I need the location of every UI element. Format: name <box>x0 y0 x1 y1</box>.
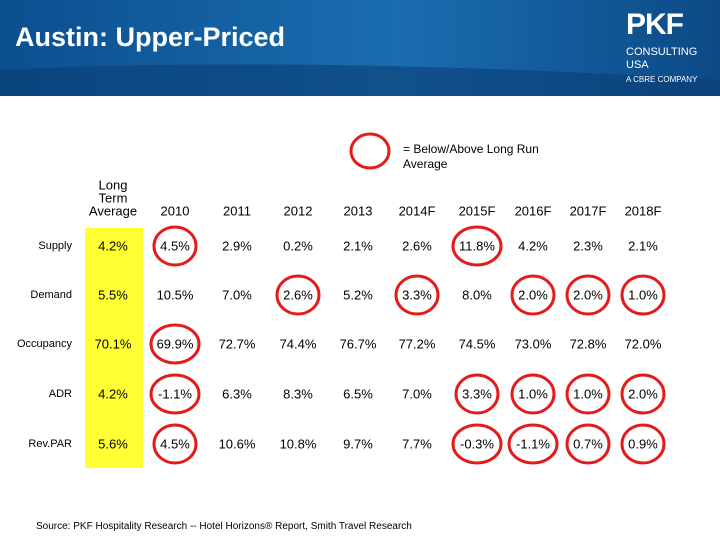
cell-value: 74.5% <box>458 336 496 352</box>
cell-value: 2.0% <box>628 386 658 402</box>
row-label: Occupancy <box>16 338 72 350</box>
cell-value: 72.8% <box>569 336 607 352</box>
row-label: Demand <box>30 289 72 301</box>
cell-value: -1.1% <box>516 436 550 452</box>
cell-value: 5.2% <box>343 287 373 303</box>
cell-value: 76.7% <box>339 336 377 352</box>
highlight-circle <box>394 274 440 316</box>
column-header: 2016F <box>514 203 552 219</box>
logo-line: A CBRE COMPANY <box>626 75 698 84</box>
highlight-circle <box>620 274 666 316</box>
cell-value: 3.3% <box>402 287 432 303</box>
cell-value: 4.2% <box>518 238 548 254</box>
cell-value: 4.5% <box>160 436 190 452</box>
highlight-circle <box>565 274 611 316</box>
cell-value: 6.3% <box>222 386 252 402</box>
cell-value: 7.7% <box>402 436 432 452</box>
row-label: Supply <box>38 240 72 252</box>
cell-value: 72.7% <box>218 336 256 352</box>
highlight-circle <box>149 323 201 365</box>
cell-value: 8.3% <box>283 386 313 402</box>
column-header: 2018F <box>624 203 662 219</box>
highlight-circle <box>451 225 503 267</box>
cell-value: 2.6% <box>283 287 313 303</box>
column-header: 2010 <box>160 203 190 219</box>
header-swoosh <box>0 64 720 96</box>
column-header: 2014F <box>398 203 436 219</box>
highlight-circle <box>510 274 556 316</box>
cell-value: 4.2% <box>98 386 128 402</box>
column-header: 2012 <box>283 203 313 219</box>
row-label: Rev.PAR <box>28 438 72 450</box>
cell-value: 2.6% <box>402 238 432 254</box>
logo-line: CONSULTING <box>626 46 698 58</box>
cell-value: 1.0% <box>628 287 658 303</box>
source: Source: PKF Hospitality Research -- Hote… <box>36 521 412 532</box>
highlight-circle <box>620 423 666 465</box>
cell-value: 3.3% <box>462 386 492 402</box>
highlight-circle <box>565 423 611 465</box>
highlight-circle <box>454 373 500 415</box>
cell-value: 4.5% <box>160 238 190 254</box>
cell-value: 2.1% <box>343 238 373 254</box>
column-header: 2013 <box>343 203 373 219</box>
cell-value: 5.6% <box>98 436 128 452</box>
highlight-circle <box>152 225 198 267</box>
cell-value: 73.0% <box>514 336 552 352</box>
column-header: 2015F <box>458 203 496 219</box>
column-header: 2017F <box>569 203 607 219</box>
cell-value: 74.4% <box>279 336 317 352</box>
logo-brand: PKF <box>626 8 684 41</box>
cell-value: -0.3% <box>460 436 494 452</box>
cell-value: 8.0% <box>462 287 492 303</box>
cell-value: 2.0% <box>573 287 603 303</box>
cell-value: 2.3% <box>573 238 603 254</box>
column-header: Long Term Average <box>88 177 138 219</box>
legend-circle <box>349 132 391 170</box>
highlight-circle <box>510 373 556 415</box>
row-label: ADR <box>48 388 72 400</box>
long-term-highlight <box>85 228 143 468</box>
cell-value: 9.7% <box>343 436 373 452</box>
column-header: 2011 <box>223 203 251 219</box>
cell-value: 0.9% <box>628 436 658 452</box>
cell-value: 10.5% <box>156 287 194 303</box>
cell-value: 7.0% <box>222 287 252 303</box>
cell-value: -1.1% <box>158 386 192 402</box>
cell-value: 1.0% <box>518 386 548 402</box>
highlight-circle <box>451 423 503 465</box>
cell-value: 5.5% <box>98 287 128 303</box>
cell-value: 1.0% <box>573 386 603 402</box>
cell-value: 2.1% <box>628 238 658 254</box>
legend-text: = Below/Above Long Run Average <box>403 142 539 171</box>
cell-value: 7.0% <box>402 386 432 402</box>
cell-value: 2.9% <box>222 238 252 254</box>
highlight-circle <box>507 423 559 465</box>
highlight-circle <box>149 373 201 415</box>
highlight-circle <box>565 373 611 415</box>
title: Austin: Upper-Priced <box>15 22 286 52</box>
cell-value: 10.8% <box>279 436 317 452</box>
cell-value: 2.0% <box>518 287 548 303</box>
cell-value: 70.1% <box>94 336 132 352</box>
logo-line: USA <box>626 59 649 71</box>
highlight-circle <box>275 274 321 316</box>
cell-value: 4.2% <box>98 238 128 254</box>
cell-value: 69.9% <box>156 336 194 352</box>
highlight-circle <box>620 373 666 415</box>
cell-value: 6.5% <box>343 386 373 402</box>
cell-value: 0.7% <box>573 436 603 452</box>
cell-value: 10.6% <box>218 436 256 452</box>
cell-value: 72.0% <box>624 336 662 352</box>
cell-value: 77.2% <box>398 336 436 352</box>
cell-value: 11.8% <box>459 238 495 254</box>
cell-value: 0.2% <box>283 238 313 254</box>
highlight-circle <box>152 423 198 465</box>
